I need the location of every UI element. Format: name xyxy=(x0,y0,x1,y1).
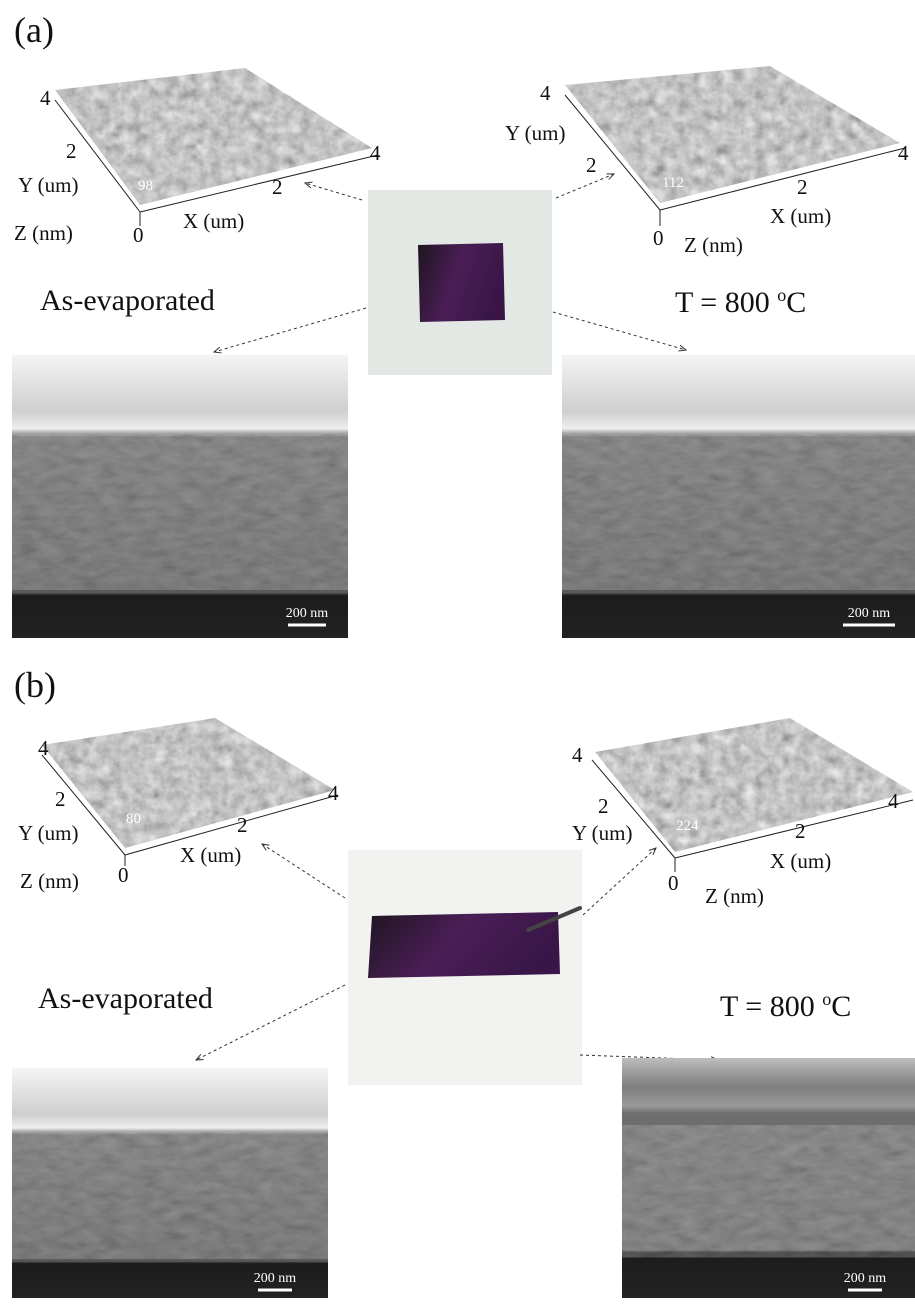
caption-text: As-evaporated xyxy=(40,284,215,317)
y-tick-label: 4 xyxy=(572,743,583,767)
sem-texture xyxy=(562,434,915,590)
figure: (a)Y (um)X (um)Z (nm)0242498As-evaporate… xyxy=(0,0,915,1306)
caption-text: T = 800 xyxy=(720,990,822,1023)
origin-label: 0 xyxy=(668,871,679,895)
scale-bar-label: 200 nm xyxy=(844,1271,887,1286)
scale-bar-label: 200 nm xyxy=(286,606,329,621)
y-tick-label: 2 xyxy=(598,794,609,818)
caption-unit: C xyxy=(831,990,851,1023)
scale-bar-label: 200 nm xyxy=(254,1271,297,1286)
caption: T = 800 oC xyxy=(720,989,851,1023)
afm-texture xyxy=(42,708,335,848)
afm-surface xyxy=(42,708,335,848)
caption-text: T = 800 xyxy=(675,286,777,319)
afm-surface xyxy=(55,58,372,205)
x-tick-label: 2 xyxy=(797,175,808,199)
y-tick-label: 2 xyxy=(586,153,597,177)
caption-unit: C xyxy=(786,286,806,319)
afm-surface xyxy=(565,56,900,203)
z-axis-label: Z (nm) xyxy=(20,869,79,893)
sem-texture xyxy=(12,434,348,590)
x-tick-label: 4 xyxy=(328,781,339,805)
dashed-arrow xyxy=(214,308,366,352)
x-axis-label: X (um) xyxy=(183,209,244,233)
x-axis-label: X (um) xyxy=(770,849,831,873)
caption: T = 800 oC xyxy=(675,285,806,319)
z-axis-label: Z (nm) xyxy=(684,233,743,257)
z-max-label: 80 xyxy=(126,811,141,827)
dashed-arrow xyxy=(262,844,345,898)
x-tick-label: 4 xyxy=(898,141,909,165)
y-tick-label: 2 xyxy=(55,787,66,811)
panel-label: (b) xyxy=(14,665,56,705)
y-tick-label: 4 xyxy=(40,86,51,110)
panel-label: (a) xyxy=(14,10,54,50)
dashed-arrow xyxy=(196,985,345,1060)
z-max-label: 112 xyxy=(662,175,684,191)
z-max-label: 98 xyxy=(138,178,153,194)
x-tick-label: 4 xyxy=(888,789,899,813)
sem-texture xyxy=(12,1132,328,1259)
y-axis-label: Y (um) xyxy=(572,821,632,845)
caption-sup: o xyxy=(777,285,786,305)
sample xyxy=(418,243,505,322)
caption-text: As-evaporated xyxy=(38,982,213,1015)
scale-bar-label: 200 nm xyxy=(848,606,891,621)
y-axis-label: Y (um) xyxy=(505,121,565,145)
y-tick-label: 4 xyxy=(38,736,49,760)
dashed-arrow xyxy=(556,174,614,198)
sample xyxy=(368,912,560,978)
y-tick-label: 2 xyxy=(66,139,77,163)
caption-sup: o xyxy=(822,989,831,1009)
sem-texture xyxy=(622,1125,915,1257)
x-tick-label: 2 xyxy=(795,819,806,843)
afm-texture xyxy=(565,56,900,203)
x-tick-label: 2 xyxy=(272,175,283,199)
y-axis-label: Y (um) xyxy=(18,173,78,197)
z-axis-label: Z (nm) xyxy=(14,221,73,245)
caption: As-evaporated xyxy=(38,982,213,1015)
origin-label: 0 xyxy=(118,863,129,887)
z-max-label: 224 xyxy=(676,818,699,834)
x-axis-label: X (um) xyxy=(180,843,241,867)
y-tick-label: 4 xyxy=(540,81,551,105)
caption: As-evaporated xyxy=(40,284,215,317)
dashed-arrow xyxy=(305,183,362,200)
origin-label: 0 xyxy=(653,226,664,250)
afm-texture xyxy=(595,708,913,852)
origin-label: 0 xyxy=(133,223,144,247)
x-axis-label: X (um) xyxy=(770,204,831,228)
dashed-arrow xyxy=(583,848,656,915)
z-axis-label: Z (nm) xyxy=(705,884,764,908)
x-tick-label: 4 xyxy=(370,141,381,165)
y-axis-label: Y (um) xyxy=(18,821,78,845)
afm-surface xyxy=(595,708,913,852)
dashed-arrow xyxy=(553,312,686,350)
afm-texture xyxy=(55,58,372,205)
x-tick-label: 2 xyxy=(237,813,248,837)
